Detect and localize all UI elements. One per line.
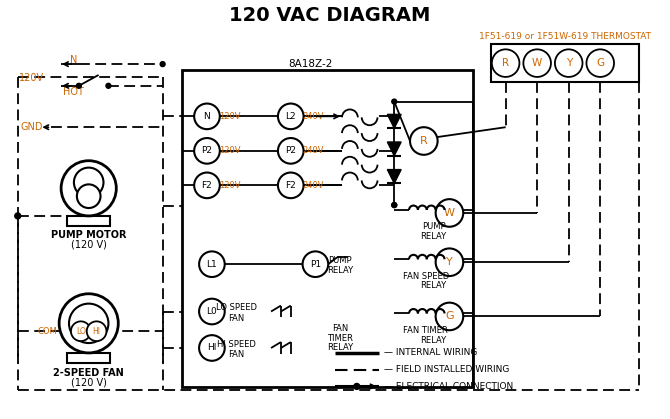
Circle shape [194,173,220,198]
Circle shape [86,321,107,341]
Text: L0: L0 [206,307,217,316]
Circle shape [278,138,304,164]
Circle shape [586,49,614,77]
Text: 120V: 120V [219,181,241,190]
Text: (120 V): (120 V) [71,378,107,388]
Circle shape [199,299,224,324]
Text: 120V: 120V [19,73,44,83]
Text: RELAY: RELAY [421,336,447,344]
Text: R: R [420,136,427,146]
Text: 1F51-619 or 1F51W-619 THERMOSTAT: 1F51-619 or 1F51W-619 THERMOSTAT [479,32,651,41]
Text: 8A18Z-2: 8A18Z-2 [288,59,333,69]
Text: HI: HI [92,327,100,336]
Text: HOT: HOT [64,87,84,97]
Text: — ELECTRICAL CONNECTION: — ELECTRICAL CONNECTION [385,382,514,391]
Circle shape [436,199,463,227]
Circle shape [278,173,304,198]
Text: Y: Y [446,257,453,267]
Text: P2: P2 [285,146,296,155]
Text: TIMER: TIMER [327,334,353,343]
Circle shape [436,248,463,276]
Circle shape [555,49,582,77]
Text: 120V: 120V [219,112,241,121]
Circle shape [523,49,551,77]
Text: PUMP MOTOR: PUMP MOTOR [51,230,127,240]
Text: FAN: FAN [332,324,348,333]
Text: P2: P2 [202,146,212,155]
Circle shape [61,161,117,216]
Circle shape [278,103,304,129]
Text: (120 V): (120 V) [71,240,107,249]
Text: R: R [502,58,509,68]
Circle shape [15,213,21,219]
Circle shape [303,251,328,277]
Text: RELAY: RELAY [327,344,353,352]
Circle shape [410,127,438,155]
Text: — INTERNAL WIRING: — INTERNAL WIRING [385,349,478,357]
Text: RELAY: RELAY [421,282,447,290]
Circle shape [74,168,103,197]
Text: N: N [70,55,78,65]
Text: F2: F2 [285,181,296,190]
Text: 240V: 240V [303,181,324,190]
Text: F2: F2 [202,181,212,190]
Circle shape [106,83,111,88]
Circle shape [194,103,220,129]
Text: GND: GND [20,122,43,132]
Text: 120 VAC DIAGRAM: 120 VAC DIAGRAM [230,6,431,25]
Circle shape [59,294,119,353]
Circle shape [76,83,81,88]
Bar [67,353,111,363]
Text: G: G [596,58,604,68]
Circle shape [492,49,519,77]
Polygon shape [387,142,401,156]
Text: RELAY: RELAY [421,232,447,241]
Text: L2: L2 [285,112,296,121]
Circle shape [160,62,165,67]
Bar [182,70,473,388]
Text: 240V: 240V [303,112,324,121]
Bar [491,44,639,82]
Text: G: G [445,311,454,321]
Circle shape [392,99,397,104]
Circle shape [436,303,463,330]
Text: HI SPEED: HI SPEED [217,339,256,349]
Text: FAN: FAN [228,350,245,360]
Bar [67,216,111,226]
Circle shape [354,383,360,389]
Circle shape [71,321,90,341]
Text: W: W [532,58,542,68]
Text: COM: COM [38,327,57,336]
Text: 240V: 240V [303,146,324,155]
Polygon shape [387,114,401,128]
Text: N: N [204,112,210,121]
Text: — FIELD INSTALLED WIRING: — FIELD INSTALLED WIRING [385,365,510,374]
Text: HI: HI [207,344,216,352]
Text: FAN: FAN [228,314,245,323]
Text: RELAY: RELAY [327,266,353,274]
Text: PUMP: PUMP [328,256,352,265]
Circle shape [199,251,224,277]
Text: LO SPEED: LO SPEED [216,303,257,312]
Text: Y: Y [565,58,572,68]
Circle shape [199,335,224,361]
Circle shape [77,184,100,208]
Text: 2-SPEED FAN: 2-SPEED FAN [54,367,124,378]
Text: PUMP: PUMP [422,222,446,231]
Polygon shape [387,170,401,184]
Text: FAN TIMER: FAN TIMER [403,326,448,335]
Circle shape [69,304,109,343]
Circle shape [392,203,397,207]
Circle shape [392,203,397,207]
Text: FAN SPEED: FAN SPEED [403,272,449,281]
Text: 120V: 120V [219,146,241,155]
Circle shape [194,138,220,164]
Text: L1: L1 [206,260,217,269]
Text: W: W [444,208,455,218]
Text: LO: LO [76,327,86,336]
Text: P1: P1 [310,260,321,269]
